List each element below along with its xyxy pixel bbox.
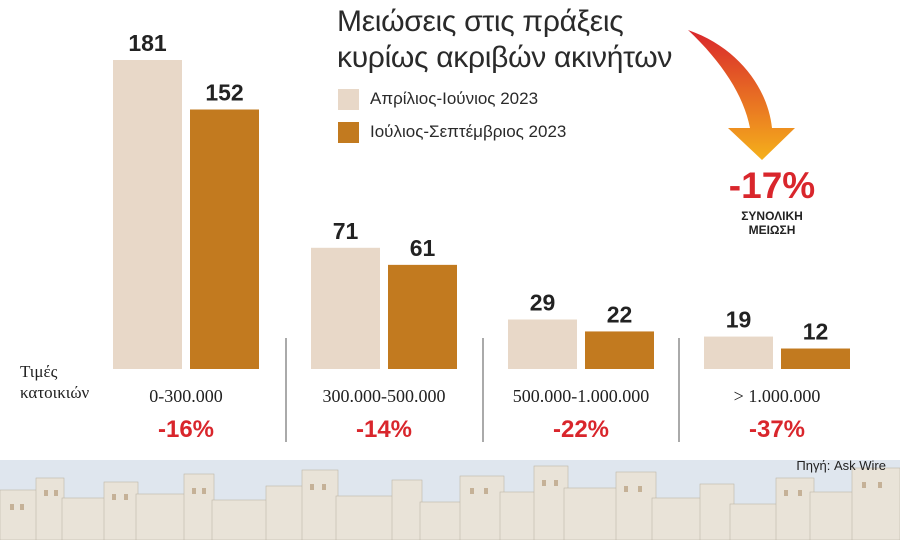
category-change-label: -22% <box>553 416 609 443</box>
group-dividers <box>285 338 680 442</box>
bar-value-label: 12 <box>803 319 829 345</box>
category-axis-label: Τιμές κατοικιών <box>20 362 90 402</box>
bar-value-label: 71 <box>333 218 359 244</box>
total-reduction: -17% ΣΥΝΟΛΙΚΗ ΜΕΙΩΣΗ <box>702 165 842 237</box>
bar-q2-1 <box>113 60 182 369</box>
bar-value-label: 19 <box>726 307 752 333</box>
bar-q3-3 <box>585 331 654 369</box>
bar-value-label: 29 <box>530 289 556 315</box>
legend-label-q3: Ιούλιος-Σεπτέμβριος 2023 <box>370 122 567 141</box>
category-tick-label: 0-300.000 <box>149 386 223 406</box>
bar-q2-4 <box>704 336 773 369</box>
legend-swatch-q2 <box>338 88 359 110</box>
city-skyline-image <box>0 460 900 540</box>
bars-group <box>113 60 850 369</box>
bar-value-label: 181 <box>128 30 167 56</box>
downward-arrow-icon <box>688 30 795 160</box>
legend-item-q3: Ιούλιος-Σεπτέμβριος 2023 <box>338 121 566 143</box>
bar-q2-3 <box>508 319 577 369</box>
chart-title: Μειώσεις στις πράξεις κυρίως ακριβών ακι… <box>337 5 673 74</box>
total-reduction-label: ΣΥΝΟΛΙΚΗ ΜΕΙΩΣΗ <box>741 209 803 237</box>
category-change-label: -16% <box>158 416 214 443</box>
category-tick-label: 300.000-500.000 <box>323 386 446 406</box>
bar-value-label: 61 <box>410 235 436 261</box>
legend-swatch-q3 <box>338 121 359 143</box>
category-tick-label: > 1.000.000 <box>734 386 821 406</box>
bar-q3-1 <box>190 109 259 369</box>
bar-q2-2 <box>311 247 380 369</box>
labels-group: 181 152 0-300.000 -16% 71 61 300.000-500.000 -1… <box>128 30 828 443</box>
bar-q3-4 <box>781 348 850 369</box>
category-change-label: -14% <box>356 416 412 443</box>
bar-value-label: 22 <box>607 301 633 327</box>
category-tick-label: 500.000-1.000.000 <box>513 386 650 406</box>
legend-item-q2: Απρίλιος-Ιούνιος 2023 <box>338 88 538 110</box>
category-change-label: -37% <box>749 416 805 443</box>
total-reduction-value: -17% <box>728 165 816 206</box>
source-note: Πηγή: Ask Wire <box>796 458 886 473</box>
legend-label-q2: Απρίλιος-Ιούνιος 2023 <box>370 89 539 108</box>
bar-value-label: 152 <box>205 80 243 106</box>
bar-q3-2 <box>388 264 457 369</box>
